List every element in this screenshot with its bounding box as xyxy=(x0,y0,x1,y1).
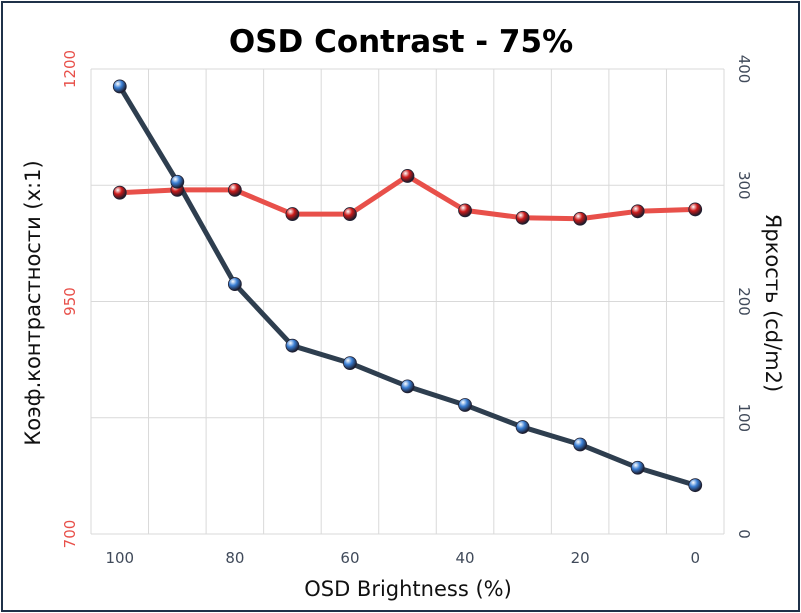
x-tick-label: 0 xyxy=(690,549,700,567)
x-tick-label: 20 xyxy=(571,549,590,567)
x-tick-label: 40 xyxy=(455,549,474,567)
brightness-point xyxy=(285,338,300,353)
contrast-point xyxy=(112,185,127,200)
contrast-point xyxy=(458,203,472,218)
contrast-point xyxy=(573,211,588,226)
contrast-point xyxy=(227,182,242,197)
y-axis-left-label: Коэф.контрастности (x:1) xyxy=(21,160,45,445)
left-tick-label: 950 xyxy=(61,287,79,316)
brightness-point xyxy=(515,420,530,434)
chart-title: OSD Contrast - 75% xyxy=(229,24,573,60)
right-tick-label: 0 xyxy=(735,529,753,539)
brightness-point xyxy=(630,460,645,475)
brightness-point xyxy=(688,478,703,493)
brightness-point xyxy=(227,277,242,291)
left-tick-label: 1200 xyxy=(61,50,79,88)
contrast-point xyxy=(688,202,703,217)
brightness-point xyxy=(343,356,357,371)
right-tick-label: 200 xyxy=(735,287,753,316)
left-axis-ticks: 700 950 1200 xyxy=(61,50,79,548)
x-axis-label: OSD Brightness (%) xyxy=(304,577,512,601)
right-tick-label: 300 xyxy=(735,171,753,200)
x-axis-ticks: 100 80 60 40 20 0 xyxy=(105,549,700,567)
brightness-point xyxy=(112,79,127,94)
brightness-point xyxy=(573,437,588,452)
brightness-point xyxy=(400,379,415,394)
contrast-point xyxy=(515,210,530,225)
contrast-point xyxy=(400,169,415,183)
right-axis-ticks: 0 100 200 300 400 xyxy=(735,55,753,539)
contrast-point xyxy=(630,204,645,219)
brightness-point xyxy=(458,398,472,412)
x-tick-label: 100 xyxy=(105,549,134,567)
brightness-point xyxy=(170,174,185,189)
contrast-point xyxy=(343,207,357,221)
y-axis-right-label: Яркость (cd/m2) xyxy=(761,214,785,392)
series-markers xyxy=(112,79,703,493)
x-tick-label: 80 xyxy=(225,549,244,567)
left-tick-label: 700 xyxy=(61,520,79,549)
right-tick-label: 100 xyxy=(735,403,753,432)
right-tick-label: 400 xyxy=(735,55,753,84)
x-tick-label: 60 xyxy=(340,549,359,567)
contrast-point xyxy=(285,207,300,221)
